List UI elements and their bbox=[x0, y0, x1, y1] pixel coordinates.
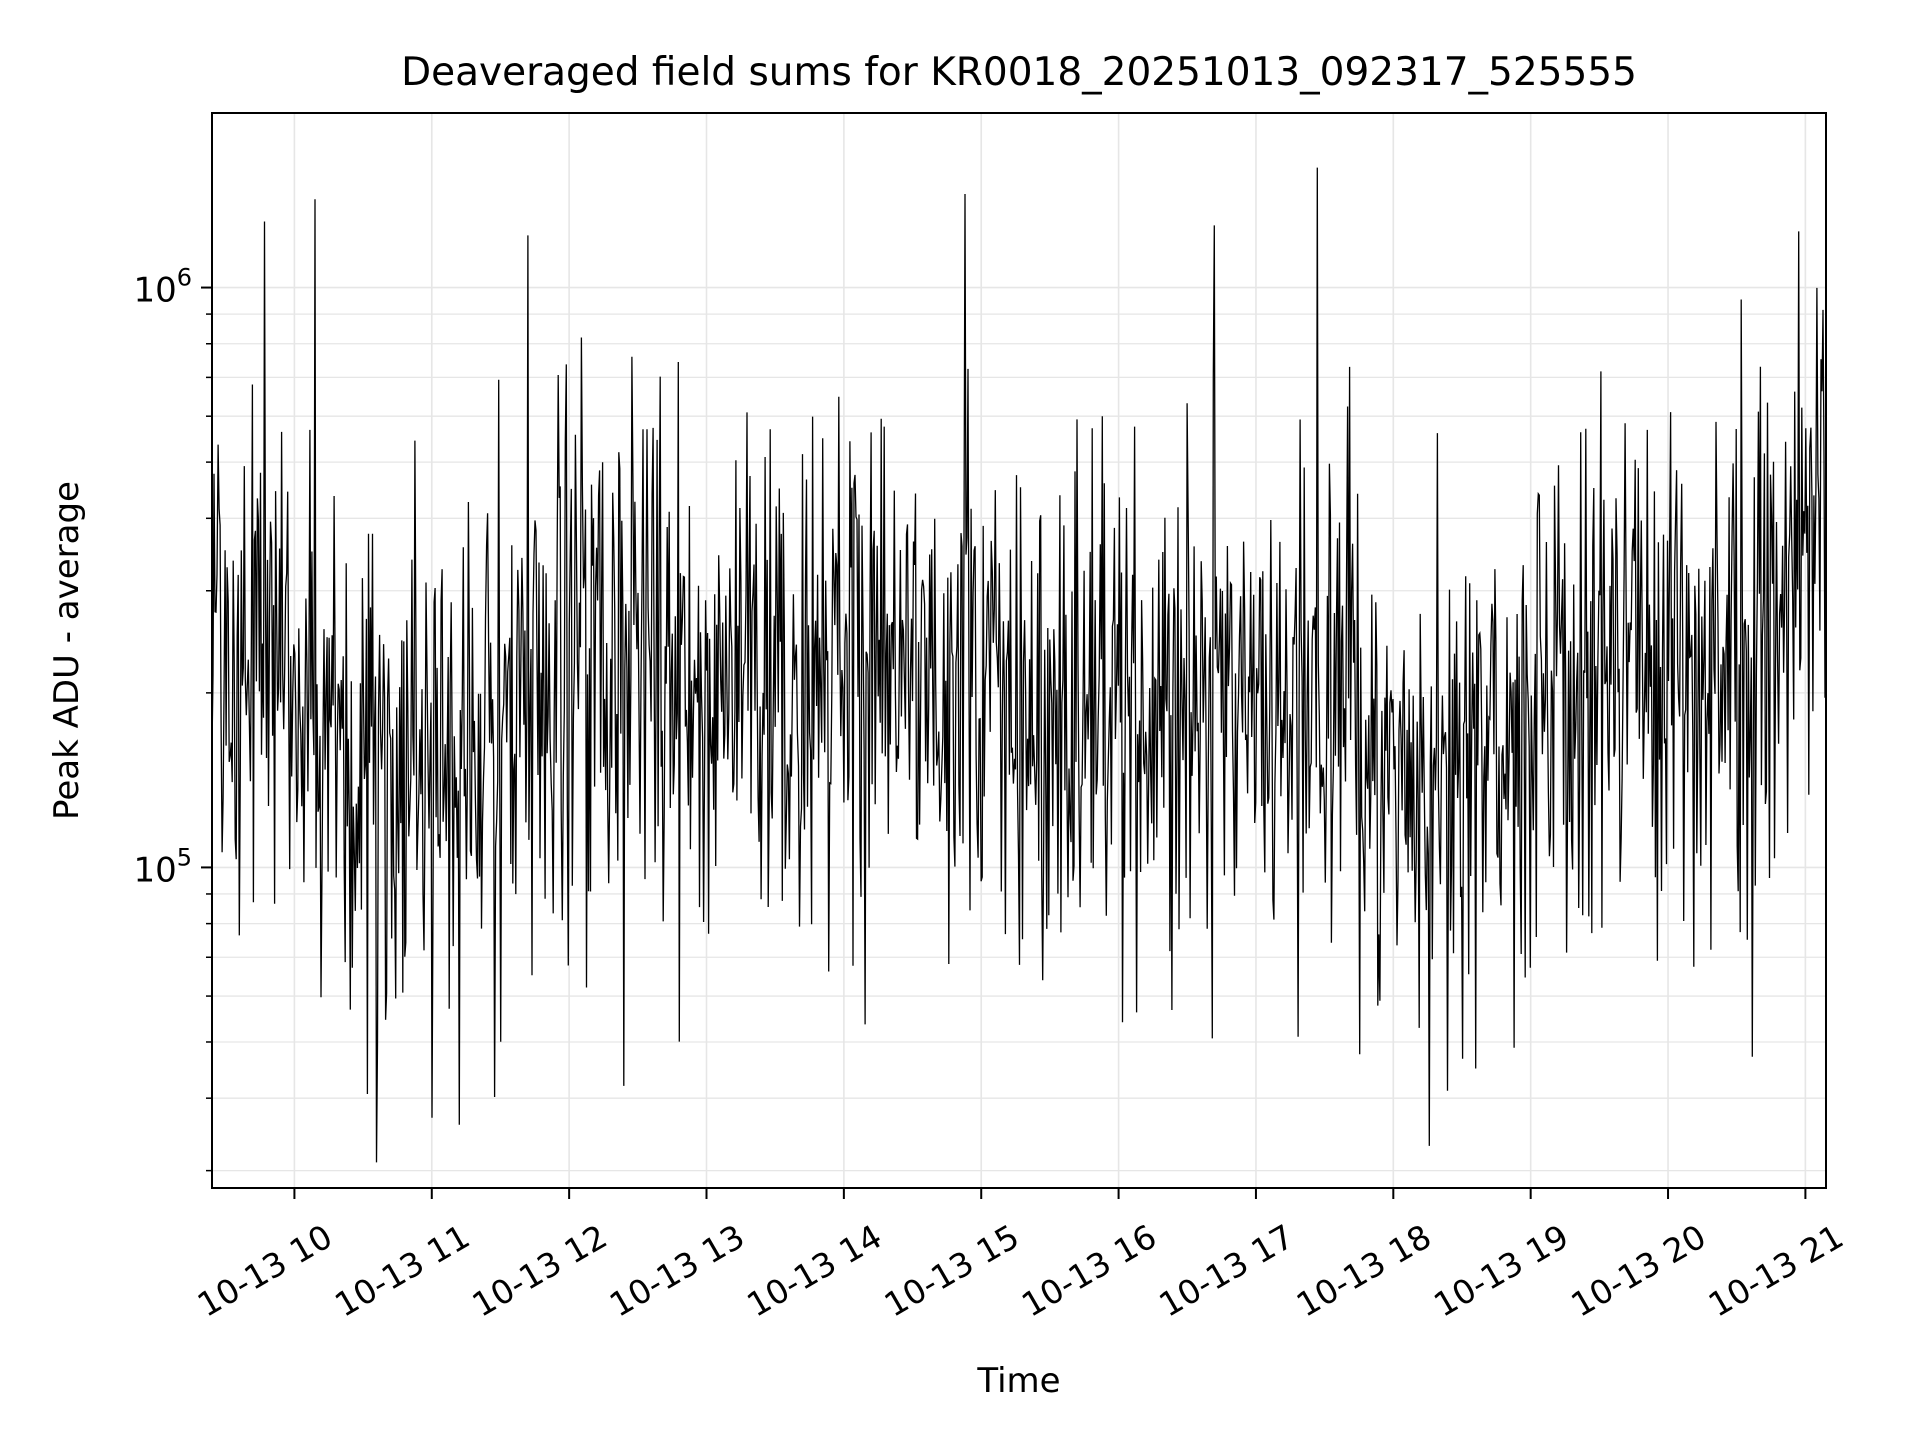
chart-title: Deaveraged field sums for KR0018_2025101… bbox=[401, 50, 1637, 95]
plot-frame bbox=[211, 112, 1827, 1189]
y-tick-label-1: 106 bbox=[133, 264, 192, 311]
series-layer bbox=[211, 167, 1827, 1163]
y-tick-label-0: 105 bbox=[133, 843, 192, 890]
y-axis-label: Peak ADU - average bbox=[47, 481, 87, 820]
series-line-deaveraged-field-sum bbox=[211, 167, 1827, 1163]
x-axis-label: Time bbox=[976, 1361, 1060, 1401]
